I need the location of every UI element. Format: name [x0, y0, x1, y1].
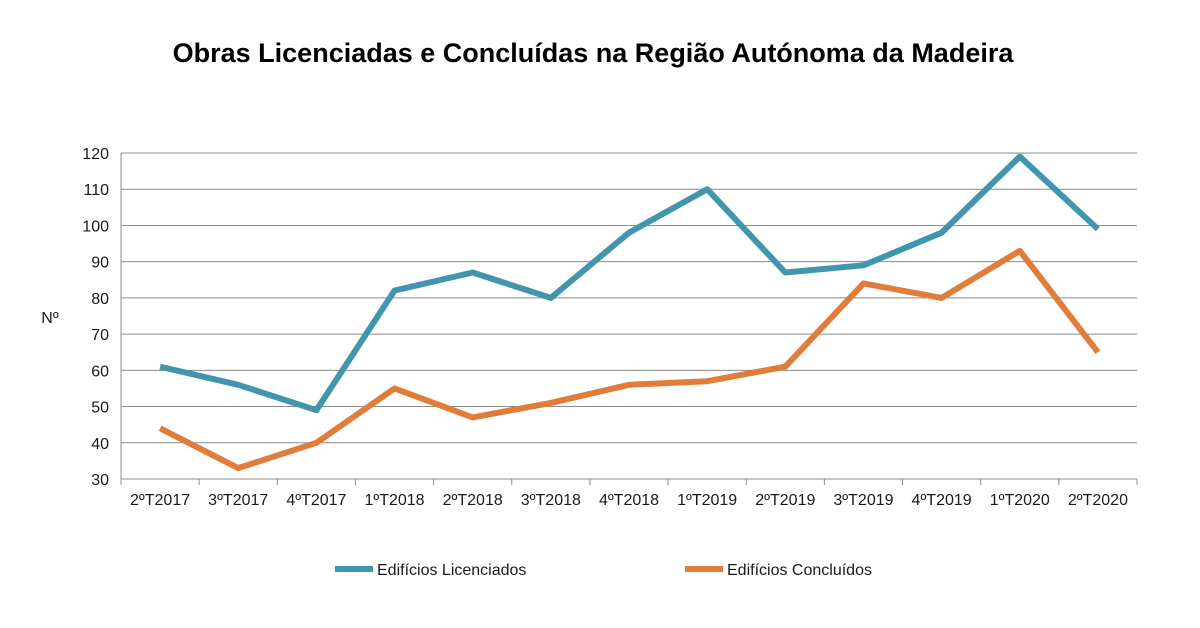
y-tick-label: 60 — [91, 363, 109, 380]
series-line-1 — [158, 247, 1101, 472]
y-tick-label: 40 — [91, 436, 109, 453]
x-tick-label: 4ºT2018 — [599, 492, 659, 509]
series-line-0 — [159, 153, 1100, 414]
y-tick-label: 110 — [83, 182, 109, 199]
legend-label-1: Edifícios Concluídos — [727, 562, 872, 579]
x-tick-label: 1ºT2019 — [677, 492, 737, 509]
y-tick-label: 50 — [91, 400, 109, 417]
gridlines — [121, 152, 1137, 444]
x-tick-label: 3ºT2017 — [208, 492, 268, 509]
chart-title: Obras Licenciadas e Concluídas na Região… — [173, 38, 1015, 68]
x-tick-label: 3ºT2019 — [833, 492, 893, 509]
y-tick-label: 30 — [91, 472, 109, 489]
x-tick-label: 1ºT2018 — [364, 492, 424, 509]
series-lines — [158, 153, 1101, 472]
x-tick-label: 4ºT2017 — [286, 492, 346, 509]
axes: 30 40 50 60 70 80 90 100 110 120 2ºT2017 3ºT2017 4ºT… — [82, 146, 1138, 509]
y-tick-label: 120 — [82, 146, 109, 163]
y-tick-label: 100 — [82, 218, 109, 235]
x-tick-label: 3ºT2018 — [521, 492, 581, 509]
legend: Edifícios Licenciados Edifícios Concluído… — [335, 562, 872, 579]
x-tick-label: 1ºT2020 — [990, 492, 1050, 509]
x-tick-label: 2ºT2019 — [755, 492, 815, 509]
x-tick-label: 4ºT2019 — [912, 492, 972, 509]
x-tick-label: 2ºT2018 — [443, 492, 503, 509]
y-tick-label: 70 — [91, 327, 109, 344]
legend-label-0: Edifícios Licenciados — [377, 562, 526, 579]
x-tick-label: 2ºT2020 — [1068, 492, 1128, 509]
y-tick-label: 80 — [91, 291, 109, 308]
y-axis-label: Nº — [41, 310, 59, 327]
y-tick-label: 90 — [91, 255, 109, 272]
x-tick-label: 2ºT2017 — [130, 492, 190, 509]
